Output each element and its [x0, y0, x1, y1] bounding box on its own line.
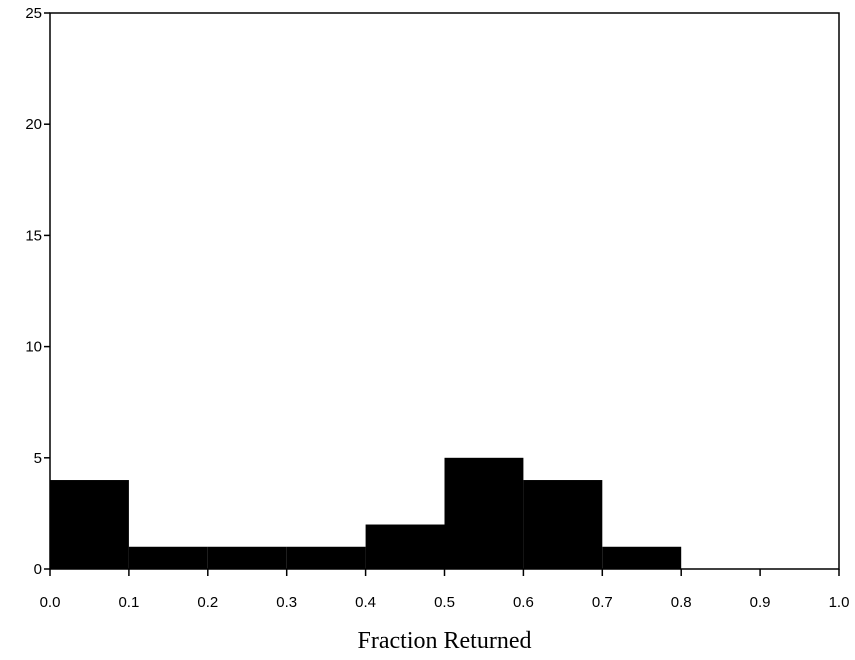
x-tick-label: 0.5	[434, 594, 455, 611]
y-tick-label: 15	[25, 227, 42, 244]
histogram-bar	[365, 524, 445, 569]
x-tick-label: 0.9	[750, 594, 771, 611]
x-tick-label: 1.0	[829, 594, 850, 611]
y-axis-ticks: 0 5 10 15 20 25	[25, 5, 50, 578]
y-tick-label: 20	[25, 116, 42, 133]
histogram-bar	[50, 480, 129, 569]
x-tick-label: 0.1	[118, 594, 139, 611]
y-tick-label: 0	[34, 561, 42, 578]
bars-group	[50, 457, 682, 569]
x-tick-label: 0.0	[40, 594, 61, 611]
histogram-bar	[523, 480, 603, 569]
y-tick-label: 25	[25, 5, 42, 22]
histogram-bar	[128, 546, 208, 569]
y-tick-label: 5	[34, 450, 42, 467]
histogram-bar	[286, 546, 366, 569]
histogram-bar	[444, 457, 524, 569]
histogram-bar	[207, 546, 287, 569]
x-axis-ticks: 0.0 0.1 0.2 0.3 0.4 0.5 0.6 0.7 0.8 0.9 1.0	[40, 569, 850, 611]
histogram-bar	[602, 546, 682, 569]
x-tick-label: 0.4	[355, 594, 376, 611]
y-tick-label: 10	[25, 339, 42, 356]
x-tick-label: 0.7	[592, 594, 613, 611]
x-tick-label: 0.3	[276, 594, 297, 611]
x-tick-label: 0.6	[513, 594, 534, 611]
x-axis-title: Fraction Returned	[358, 628, 532, 654]
x-tick-label: 0.2	[197, 594, 218, 611]
x-tick-label: 0.8	[671, 594, 692, 611]
